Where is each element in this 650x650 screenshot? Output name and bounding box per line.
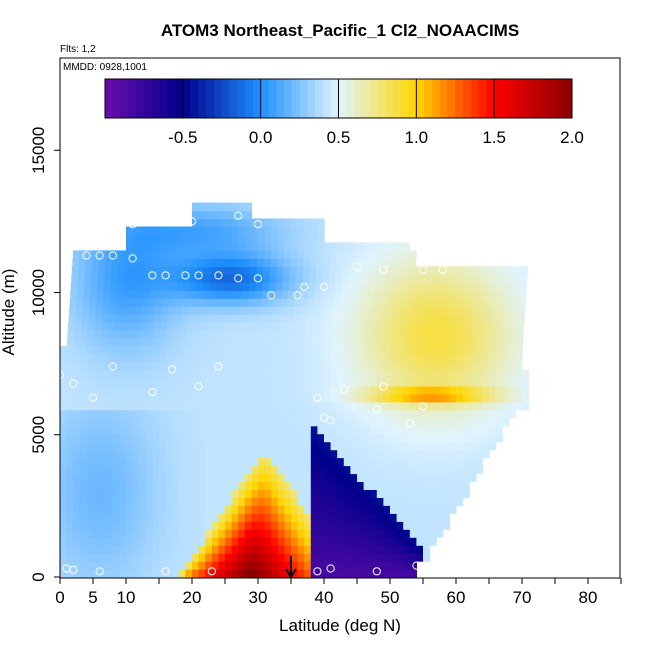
colorbar-tick-label: 1.0 bbox=[405, 128, 429, 147]
observation-point bbox=[207, 567, 216, 576]
x-axis-label: Latitude (deg N) bbox=[279, 616, 401, 635]
observation-point bbox=[379, 382, 388, 391]
observation-point bbox=[405, 419, 414, 428]
colorbar: -0.5 0.0 0.5 1.0 1.5 2.0 bbox=[104, 78, 584, 147]
observation-point bbox=[95, 567, 104, 576]
x-axis: 0 5 10 20 30 40 50 60 70 80 bbox=[55, 577, 622, 607]
observation-point bbox=[194, 382, 203, 391]
observation-point bbox=[194, 271, 203, 280]
observation-point bbox=[253, 220, 263, 229]
observation-point bbox=[465, 254, 474, 263]
observation-point bbox=[181, 271, 190, 280]
observation-markers bbox=[55, 211, 487, 576]
x-tick-label: 5 bbox=[88, 588, 97, 607]
observation-point bbox=[313, 567, 322, 576]
observation-point bbox=[161, 271, 170, 280]
observation-point bbox=[379, 265, 388, 274]
latitude-arrow bbox=[285, 556, 297, 579]
observation-point bbox=[234, 211, 243, 220]
y-axis-label: Altitude (m) bbox=[0, 269, 18, 356]
x-tick-label: 20 bbox=[183, 588, 202, 607]
observation-point bbox=[319, 413, 329, 422]
x-tick-label: 0 bbox=[55, 588, 64, 607]
heatmap-field bbox=[60, 202, 530, 578]
observation-point bbox=[352, 262, 362, 271]
y-tick-label: 5000 bbox=[29, 416, 48, 454]
observation-point bbox=[339, 385, 348, 394]
chart-title: ATOM3 Northeast_Pacific_1 Cl2_NOAACIMS bbox=[161, 21, 519, 40]
observation-point bbox=[418, 402, 428, 411]
observation-point bbox=[82, 251, 91, 260]
observation-point bbox=[69, 379, 78, 388]
y-tick-label: 15000 bbox=[29, 127, 48, 174]
y-tick-label: 10000 bbox=[29, 269, 48, 316]
x-tick-label: 80 bbox=[579, 588, 598, 607]
observation-point bbox=[128, 254, 137, 263]
observation-point bbox=[412, 561, 421, 570]
x-tick-label: 40 bbox=[315, 588, 334, 607]
colorbar-tick-label: 1.5 bbox=[482, 128, 506, 147]
x-tick-label: 50 bbox=[381, 588, 400, 607]
observation-point bbox=[148, 388, 157, 397]
colorbar-tick-label: 0.5 bbox=[327, 128, 351, 147]
colorbar-tick-label: -0.5 bbox=[168, 128, 197, 147]
observation-point bbox=[69, 565, 78, 575]
x-tick-label: 60 bbox=[447, 588, 466, 607]
observation-point bbox=[478, 257, 487, 266]
observation-point bbox=[438, 265, 447, 274]
x-tick-label: 10 bbox=[117, 588, 136, 607]
observation-point bbox=[161, 567, 170, 576]
observation-point bbox=[372, 567, 381, 576]
observation-point bbox=[69, 234, 78, 243]
observation-point bbox=[293, 291, 302, 300]
observation-point bbox=[326, 416, 335, 425]
colorbar-tick-label: 2.0 bbox=[560, 128, 584, 147]
observation-point bbox=[300, 282, 309, 291]
observation-point bbox=[214, 271, 223, 280]
observation-point bbox=[108, 362, 117, 371]
observation-point bbox=[418, 265, 428, 274]
observation-point bbox=[88, 393, 98, 402]
observation-point bbox=[267, 291, 276, 300]
colorbar-tick-label: 0.0 bbox=[249, 128, 273, 147]
observation-point bbox=[319, 282, 329, 291]
x-tick-label: 70 bbox=[513, 588, 532, 607]
y-axis: 0 5000 10000 15000 bbox=[29, 127, 60, 582]
observation-point bbox=[108, 251, 117, 260]
observation-point bbox=[187, 217, 197, 226]
observation-point bbox=[313, 393, 322, 402]
observation-point bbox=[128, 220, 137, 229]
observation-point bbox=[253, 274, 263, 283]
flights-note: Flts: 1,2 bbox=[60, 44, 96, 55]
observation-point bbox=[326, 564, 335, 573]
y-tick-label: 0 bbox=[29, 572, 48, 581]
x-tick-label: 30 bbox=[249, 588, 268, 607]
observation-point bbox=[148, 271, 157, 280]
observation-point bbox=[95, 251, 104, 260]
observation-point bbox=[214, 362, 223, 371]
date-note: MMDD: 0928,1001 bbox=[63, 62, 147, 73]
observation-point bbox=[234, 274, 243, 283]
observation-point bbox=[168, 365, 177, 374]
observation-point bbox=[372, 405, 381, 414]
observation-point bbox=[451, 257, 461, 266]
